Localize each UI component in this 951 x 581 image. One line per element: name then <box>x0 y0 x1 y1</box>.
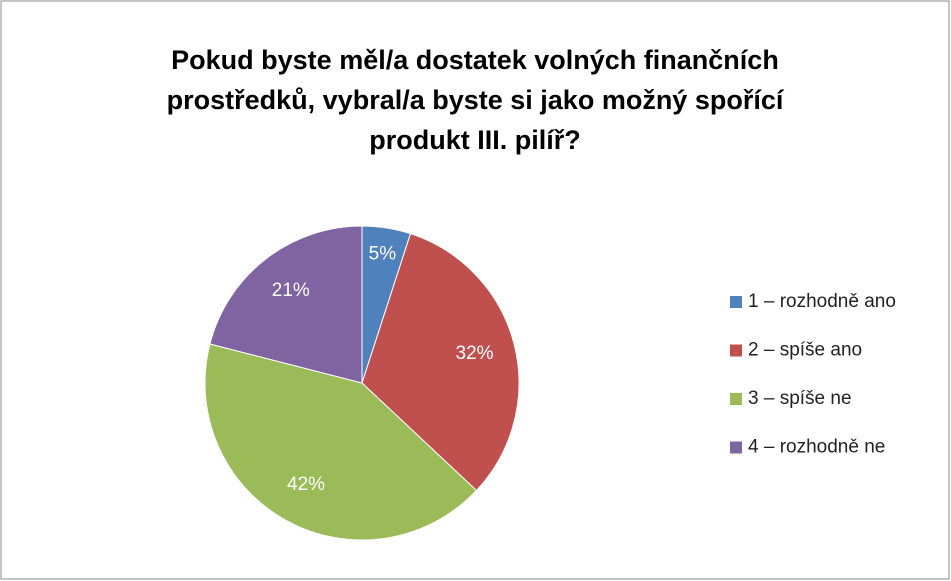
legend-label: 4 – rozhodně ne <box>748 437 885 458</box>
legend-swatch <box>730 393 742 405</box>
chart-title: produkt III. pilíř? <box>369 125 581 155</box>
legend-swatch <box>730 296 742 308</box>
chart-title: prostředků, vybral/a byste si jako možný… <box>167 85 785 115</box>
pie-slice <box>204 343 478 541</box>
legend-label: 1 – rozhodně ano <box>748 291 896 312</box>
data-label: 32% <box>456 343 494 364</box>
data-label: 5% <box>369 243 397 264</box>
legend-swatch <box>730 344 742 357</box>
data-label: 42% <box>287 474 325 495</box>
legend-label: 2 – spíše ano <box>748 340 862 361</box>
pie-slice <box>209 225 363 384</box>
data-label: 21% <box>272 280 310 301</box>
legend-swatch <box>730 441 742 454</box>
legend-label: 3 – spíše ne <box>748 388 852 409</box>
chart-title: Pokud byste měl/a dostatek volných finan… <box>171 45 779 75</box>
pie-slice <box>361 233 520 492</box>
